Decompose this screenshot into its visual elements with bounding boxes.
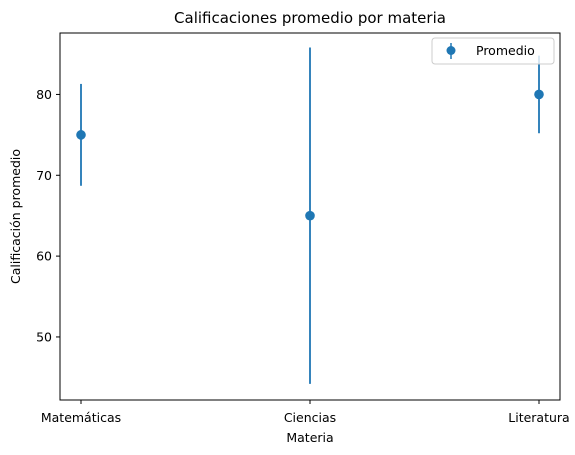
x-axis-label: Materia (286, 430, 333, 445)
x-tick-label: Matemáticas (41, 410, 121, 425)
chart-title: Calificaciones promedio por materia (174, 9, 446, 27)
y-tick-label: 80 (36, 87, 52, 102)
x-tick-label: Ciencias (284, 410, 336, 425)
x-ticks: Matemáticas Ciencias Literatura (41, 400, 570, 425)
x-tick-label: Literatura (508, 410, 569, 425)
y-axis-label: Calificación promedio (8, 149, 23, 284)
data-point (534, 89, 544, 100)
data-point (305, 210, 315, 221)
data-marks (76, 47, 544, 384)
y-tick-label: 60 (36, 249, 52, 264)
data-point (76, 130, 86, 140)
legend-label: Promedio (476, 43, 535, 58)
y-tick-label: 50 (36, 329, 52, 344)
y-ticks: 50 60 70 80 (36, 87, 60, 344)
legend-box (431, 37, 555, 65)
y-tick-label: 70 (36, 168, 52, 183)
legend-marker-icon (446, 46, 456, 55)
legend: Promedio (431, 37, 555, 65)
